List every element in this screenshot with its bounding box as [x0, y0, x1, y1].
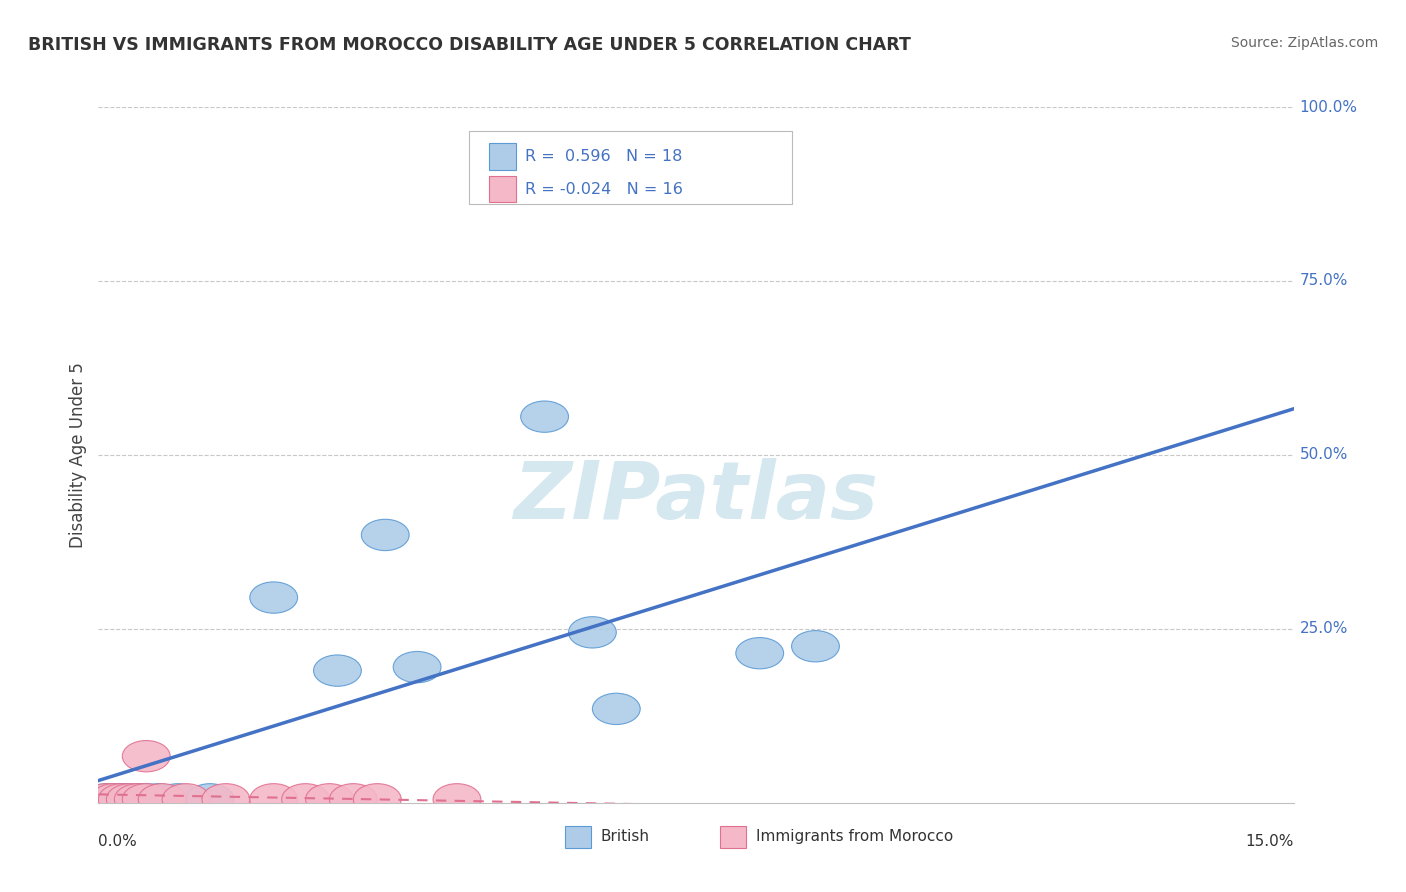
Ellipse shape — [250, 582, 298, 613]
Ellipse shape — [90, 784, 138, 815]
Ellipse shape — [122, 740, 170, 772]
Text: R =  0.596   N = 18: R = 0.596 N = 18 — [524, 149, 682, 164]
Text: Immigrants from Morocco: Immigrants from Morocco — [756, 830, 953, 845]
Ellipse shape — [186, 784, 233, 815]
Text: 50.0%: 50.0% — [1299, 448, 1348, 462]
Ellipse shape — [107, 784, 155, 815]
Text: 15.0%: 15.0% — [1246, 834, 1294, 849]
Ellipse shape — [122, 784, 170, 815]
Y-axis label: Disability Age Under 5: Disability Age Under 5 — [69, 362, 87, 548]
Ellipse shape — [568, 616, 616, 648]
Text: ZIPatlas: ZIPatlas — [513, 458, 879, 536]
Ellipse shape — [433, 784, 481, 815]
Ellipse shape — [155, 784, 202, 815]
Ellipse shape — [114, 784, 162, 815]
FancyBboxPatch shape — [470, 131, 792, 204]
Ellipse shape — [305, 784, 353, 815]
Ellipse shape — [314, 655, 361, 686]
Ellipse shape — [90, 784, 138, 815]
Ellipse shape — [792, 631, 839, 662]
Text: 0.0%: 0.0% — [98, 834, 138, 849]
Ellipse shape — [135, 784, 183, 815]
Ellipse shape — [250, 784, 298, 815]
Ellipse shape — [329, 784, 377, 815]
FancyBboxPatch shape — [489, 176, 516, 202]
Text: 25.0%: 25.0% — [1299, 622, 1348, 636]
Ellipse shape — [361, 519, 409, 550]
Ellipse shape — [114, 784, 162, 815]
Text: British: British — [600, 830, 650, 845]
Ellipse shape — [394, 651, 441, 682]
FancyBboxPatch shape — [720, 826, 747, 848]
Ellipse shape — [202, 784, 250, 815]
Text: R = -0.024   N = 16: R = -0.024 N = 16 — [524, 182, 683, 196]
Ellipse shape — [83, 784, 131, 815]
Ellipse shape — [162, 784, 209, 815]
Ellipse shape — [83, 784, 131, 815]
Ellipse shape — [103, 784, 150, 815]
Ellipse shape — [98, 784, 146, 815]
Text: 75.0%: 75.0% — [1299, 274, 1348, 288]
Text: BRITISH VS IMMIGRANTS FROM MOROCCO DISABILITY AGE UNDER 5 CORRELATION CHART: BRITISH VS IMMIGRANTS FROM MOROCCO DISAB… — [28, 36, 911, 54]
Ellipse shape — [520, 401, 568, 433]
FancyBboxPatch shape — [565, 826, 591, 848]
Ellipse shape — [735, 638, 783, 669]
Ellipse shape — [592, 693, 640, 724]
Ellipse shape — [353, 784, 401, 815]
Text: 100.0%: 100.0% — [1299, 100, 1358, 114]
FancyBboxPatch shape — [489, 144, 516, 169]
Ellipse shape — [138, 784, 186, 815]
Text: Source: ZipAtlas.com: Source: ZipAtlas.com — [1230, 36, 1378, 50]
Ellipse shape — [122, 784, 170, 815]
Ellipse shape — [281, 784, 329, 815]
Ellipse shape — [98, 784, 146, 815]
